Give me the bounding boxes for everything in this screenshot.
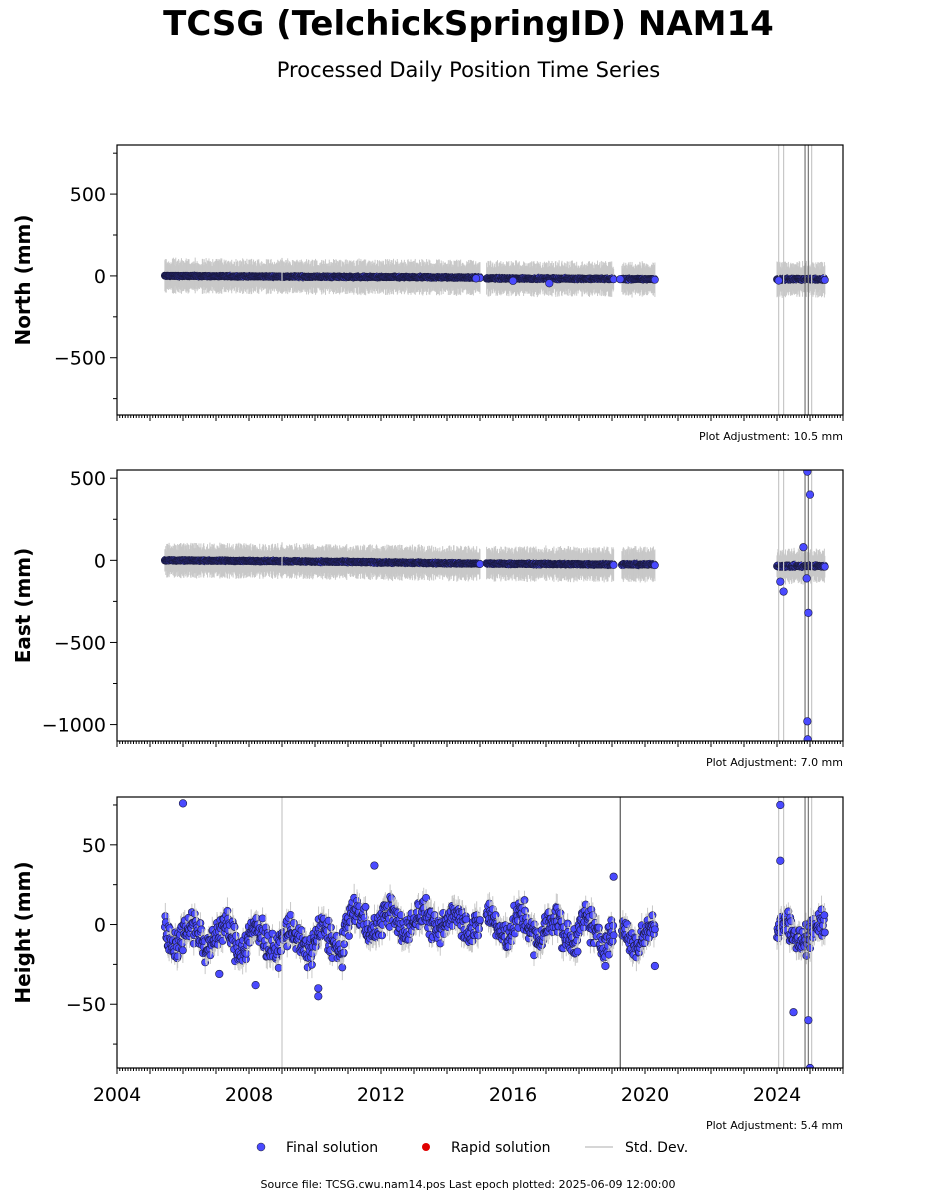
east-outlier-point [803,470,812,476]
east-point [609,561,618,569]
east-outlier-point [779,587,788,596]
east-point [820,562,829,571]
north-panel: −500 0 500 North (mm) Plot Adjustment: 10.5 … [11,144,844,443]
east-outlier-point [802,574,811,583]
north-point [820,276,829,284]
north-series [160,145,829,415]
north-y-tick-label: 0 [94,266,106,288]
chart-title: TCSG (TelchickSpringID) NAM14 [163,4,774,44]
east-outlier-point [803,717,812,726]
east-point [651,561,659,570]
north-point [651,275,659,284]
east-outlier-point [776,577,785,586]
north-outlier-point [508,276,518,285]
north-outlier-point [545,279,554,288]
north-y-tick-label: 500 [70,184,106,206]
east-point [476,560,484,568]
chart-subtitle: Processed Daily Position Time Series [276,58,661,82]
east-outlier-point [805,490,815,499]
north-y-axis-label: North (mm) [11,214,35,345]
north-y-tick-label: −500 [54,348,106,370]
north-outlier-point [774,276,783,285]
east-axes-frame [116,469,844,742]
north-outlier-point [471,274,481,283]
east-outlier-point [804,608,813,617]
north-plot-adjustment: Plot Adjustment: 10.5 mm [699,430,843,443]
east-series [160,470,829,741]
north-outlier-point [616,275,625,284]
east-outlier-point [799,543,808,552]
